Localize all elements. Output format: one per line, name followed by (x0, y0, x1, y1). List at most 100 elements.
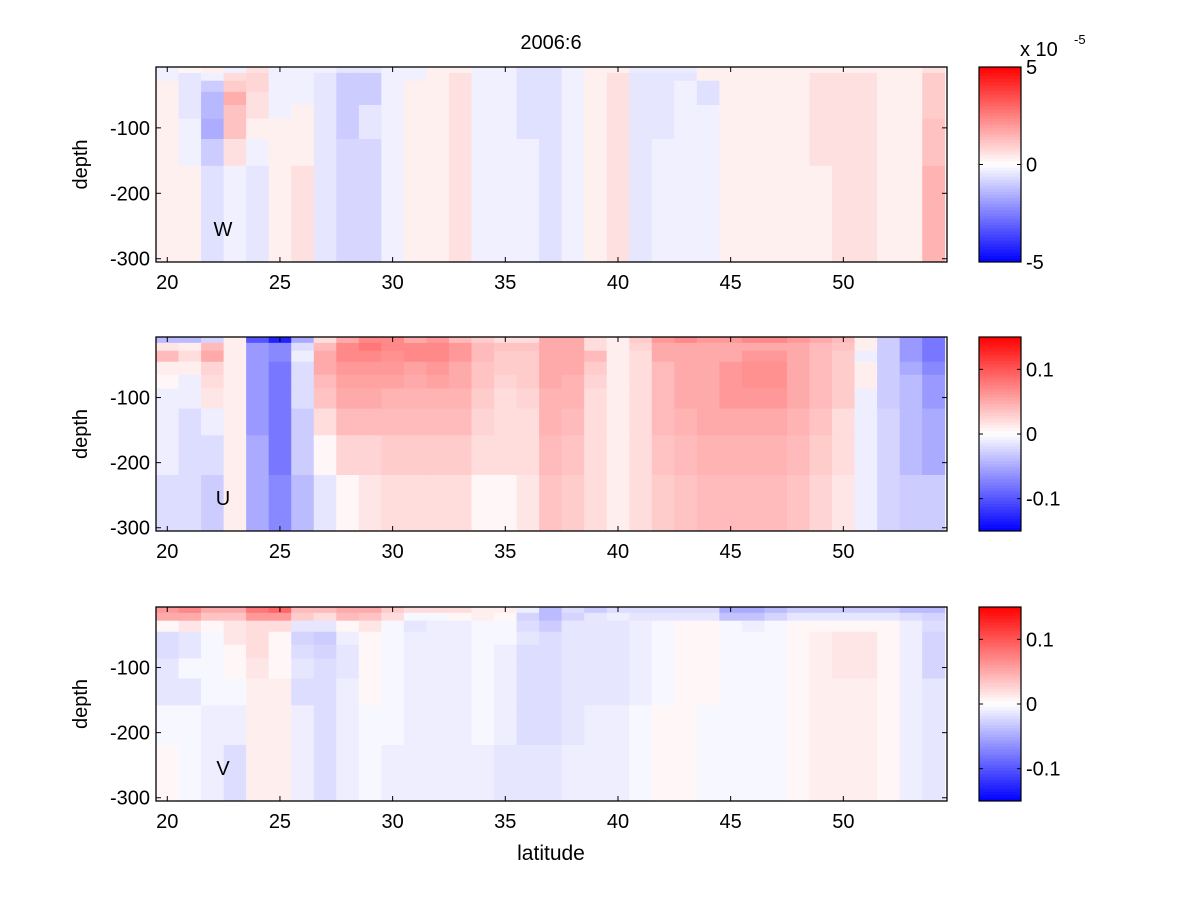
heatmap-cell (381, 705, 405, 746)
heatmap-cell (741, 620, 765, 633)
heatmap-cell (809, 91, 833, 106)
heatmap-cell (809, 631, 833, 646)
heatmap-cell (922, 350, 946, 363)
heatmap-cell (494, 620, 517, 633)
heatmap-cell (606, 118, 630, 140)
colorbar-swatch (979, 461, 1021, 465)
heatmap-cell (268, 388, 292, 410)
colorbar-swatch (979, 694, 1021, 699)
colorbar-swatch (979, 115, 1021, 120)
heatmap-cell (223, 165, 247, 207)
colorbar-swatch (979, 673, 1021, 678)
y-axis-label-v: depth (70, 679, 92, 729)
heatmap-cell (539, 118, 563, 140)
heatmap-cell (741, 475, 765, 532)
heatmap-cell (877, 337, 901, 344)
colorbar-swatch (979, 112, 1021, 117)
heatmap-cell (539, 658, 563, 680)
heatmap-cell (246, 67, 270, 74)
heatmap-cell (877, 361, 901, 376)
heatmap-cell (156, 138, 179, 167)
heatmap-cell (426, 620, 450, 633)
heatmap-cell (651, 118, 675, 140)
heatmap-cell (223, 435, 247, 476)
heatmap-cell (651, 678, 675, 706)
colorbar-swatch (979, 700, 1021, 705)
colorbar-swatch (979, 349, 1021, 353)
heatmap-cell (854, 678, 878, 706)
heatmap-cell (832, 435, 856, 476)
heatmap-cell (516, 91, 540, 106)
colorbar-swatch (979, 237, 1021, 242)
heatmap-cell (764, 374, 788, 389)
heatmap-cell (854, 374, 878, 389)
heatmap-cell (629, 644, 653, 659)
heatmap-cell (606, 165, 630, 207)
heatmap-cell (313, 165, 337, 207)
heatmap-cell (854, 91, 878, 106)
heatmap-cell (651, 165, 675, 207)
heatmap-cell (764, 705, 788, 746)
heatmap-cell (899, 361, 923, 376)
colorbar-ticks-v: 0.1 0 -0.1 (979, 629, 1060, 781)
heatmap-cell (403, 475, 427, 532)
heatmap-cell (403, 607, 427, 614)
heatmap-cell (854, 408, 878, 436)
heatmap-cell (674, 350, 698, 363)
heatmap-cell (629, 435, 653, 476)
colorbar-swatch (979, 503, 1021, 508)
heatmap-cell (787, 80, 810, 93)
heatmap-cell (539, 350, 563, 363)
heatmap-cell (426, 678, 450, 706)
heatmap-cell (629, 631, 653, 646)
colorbar-swatch (979, 610, 1021, 614)
heatmap-cell (223, 80, 247, 93)
heatmap-cell (381, 435, 405, 476)
heatmap-cell (629, 408, 653, 436)
heatmap-cell (877, 388, 901, 410)
heatmap-cell (899, 165, 923, 207)
heatmap-cell (741, 408, 765, 436)
heatmap-cell (516, 644, 540, 659)
heatmap-cell (764, 435, 788, 476)
heatmap-cell (201, 91, 225, 106)
heatmap-cell (539, 374, 563, 389)
colorbar-swatch (979, 625, 1021, 629)
heatmap-cell (584, 612, 608, 622)
colorbar-swatch (979, 70, 1021, 74)
heatmap-cell (448, 408, 472, 436)
heatmap-cell (223, 337, 247, 344)
heatmap-cell (381, 104, 405, 120)
heatmap-cell (696, 435, 720, 476)
heatmap-cell (764, 644, 788, 659)
colorbar-swatch (979, 376, 1021, 380)
colorbar-swatch (979, 234, 1021, 239)
colorbar-swatch (979, 397, 1021, 402)
colorbar-exponent-w: -5 (1074, 32, 1086, 47)
heatmap-cell (448, 435, 472, 476)
heatmap-cell (629, 475, 653, 532)
heatmap-cell (223, 72, 247, 82)
heatmap-cell (696, 631, 720, 646)
heatmap-cell (899, 658, 923, 680)
heatmap-cell (561, 118, 585, 140)
heatmap-cell (313, 67, 337, 74)
heatmap-cell (606, 644, 630, 659)
heatmap-cell (764, 67, 788, 74)
heatmap-cell (268, 705, 292, 746)
colorbar-swatch (979, 421, 1021, 426)
heatmap-cell (899, 644, 923, 659)
heatmap-cell (584, 104, 608, 120)
heatmap-cell (178, 138, 202, 167)
colorbar-swatch (979, 794, 1021, 799)
heatmap-cell (291, 678, 315, 706)
heatmap-cell (201, 342, 225, 352)
heatmap-cell (651, 408, 675, 436)
heatmap-cell (539, 72, 563, 82)
heatmap-cell (764, 475, 788, 532)
heatmap-cell (696, 342, 720, 352)
heatmap-cell (651, 104, 675, 120)
heatmap-cell (358, 72, 382, 82)
heatmap-cell (809, 435, 833, 476)
heatmap-cell (291, 337, 315, 344)
